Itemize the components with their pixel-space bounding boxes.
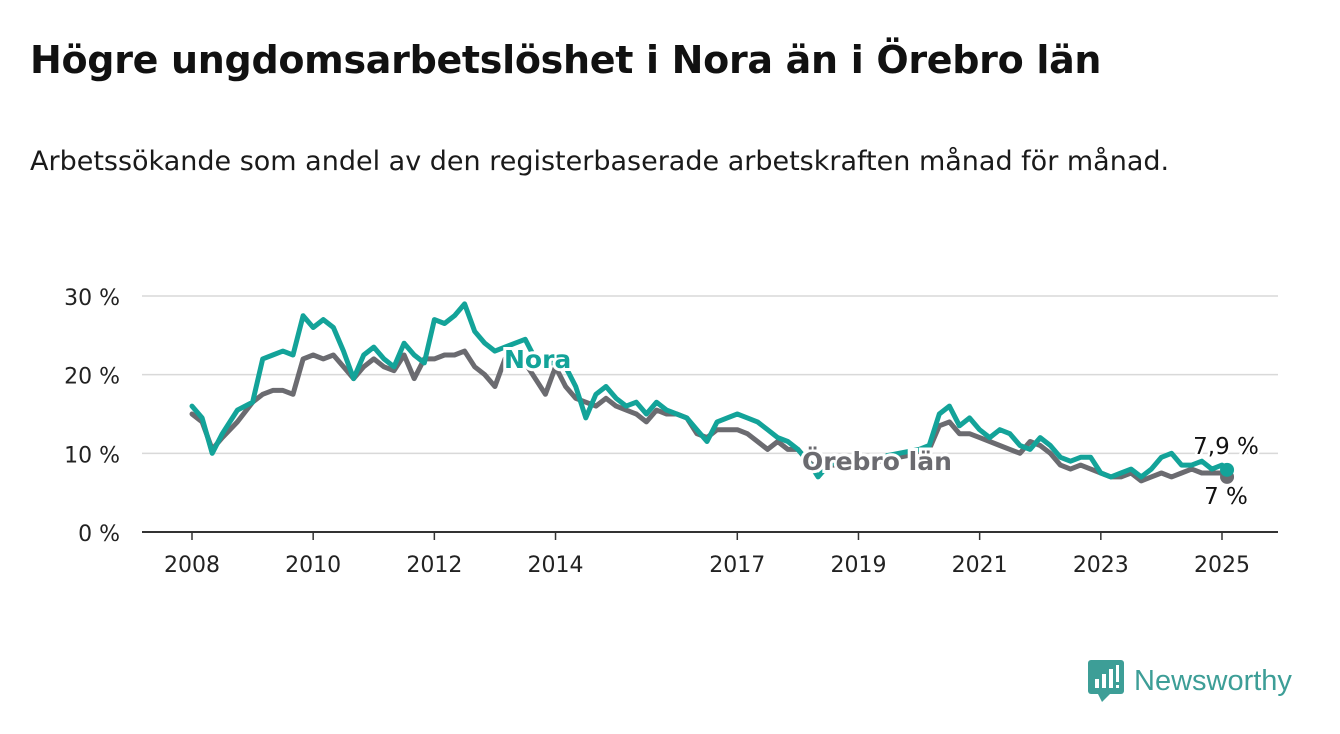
x-tick-label: 2014 — [528, 553, 584, 578]
series-lines — [189, 301, 1235, 484]
y-tick-label: 20 % — [64, 365, 120, 390]
x-tick-label: 2025 — [1194, 553, 1250, 578]
page-subtitle: Arbetssökande som andel av den registerb… — [30, 146, 1170, 177]
gridlines — [142, 295, 1278, 533]
series-label-nora: Nora — [504, 345, 571, 374]
brand: Newsworthy — [1088, 660, 1292, 702]
x-tick-label: 2021 — [952, 553, 1008, 578]
page-title: Högre ungdomsarbetslöshet i Nora än i Ör… — [30, 38, 1102, 82]
x-tick-label: 2017 — [709, 553, 765, 578]
x-tick-label: 2010 — [285, 553, 341, 578]
brand-name: Newsworthy — [1134, 664, 1292, 697]
x-tick-label: 2019 — [830, 553, 886, 578]
y-tick-label: 0 % — [78, 522, 120, 547]
y-axis-ticks: 0 % 10 % 20 % 30 % — [64, 286, 120, 547]
x-axis-ticks: 2008 2010 2012 2014 2017 2019 2021 2023 2025 — [164, 532, 1250, 578]
newsworthy-logo-icon — [1088, 660, 1124, 702]
series-labels: Nora Örebro län 7,9 % 7 % — [501, 342, 1261, 513]
series-line-nora — [189, 301, 1230, 480]
end-label-orebro-lan: 7 % — [1204, 484, 1248, 510]
y-tick-label: 30 % — [64, 286, 120, 311]
x-tick-label: 2012 — [406, 553, 462, 578]
x-tick-label: 2008 — [164, 553, 220, 578]
end-label-nora: 7,9 % — [1193, 434, 1259, 460]
series-label-orebro-lan: Örebro län — [802, 446, 952, 476]
x-tick-label: 2023 — [1073, 553, 1129, 578]
end-point-nora — [1220, 462, 1235, 477]
y-tick-label: 10 % — [64, 443, 120, 468]
